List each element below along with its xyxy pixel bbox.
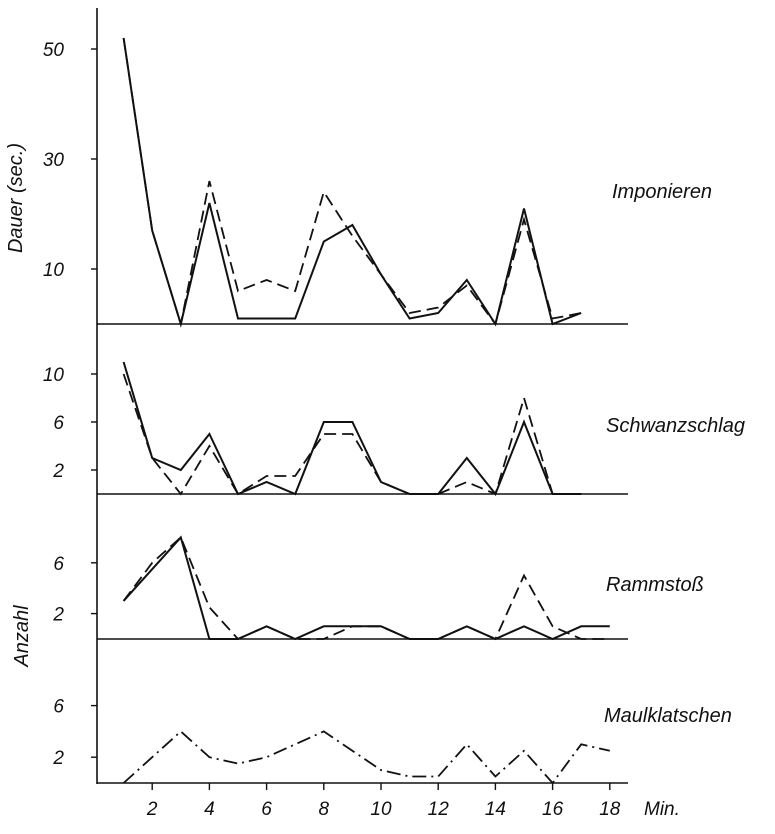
panel-3: 2 6 Rammstoß — [52, 535, 704, 641]
panel-4-ytick-label: 6 — [53, 697, 64, 718]
panel-1-label: Imponieren — [612, 181, 712, 203]
x-tick-label: 12 — [428, 799, 450, 820]
y-axis-title-bottom: Anzahl — [11, 605, 33, 668]
panels-layer: 10 30 50 Imponieren 2 6 10 Schwanzschlag 2 6 Ramms… — [43, 37, 745, 785]
panel-3-series-dashed-line — [122, 535, 610, 641]
panel-2-label: Schwanzschlag — [606, 415, 745, 437]
x-tick-label: 10 — [370, 799, 392, 820]
panel-2-series-solid-line — [122, 361, 582, 496]
panel-2-ytick-label: 6 — [53, 413, 64, 434]
panel-1-ytick-label: 10 — [43, 260, 65, 281]
panel-2-ytick-label: 10 — [43, 365, 65, 386]
panel-3-series-solid-line — [122, 535, 610, 641]
x-tick-label: 4 — [204, 799, 215, 820]
panel-4: 2 6 Maulklatschen — [52, 697, 732, 785]
panel-2-series-dashed-line — [122, 373, 582, 496]
panel-3-ytick-label: 2 — [52, 605, 64, 626]
x-axis-unit-label: Min. — [644, 799, 680, 820]
x-tick-label: 14 — [485, 799, 506, 820]
panel-4-ytick-label: 2 — [52, 748, 64, 769]
x-tick-label: 18 — [599, 799, 621, 820]
panel-1-series-solid-line — [122, 37, 582, 328]
panel-3-label: Rammstoß — [606, 574, 704, 596]
x-axis-layer: 2 4 6 8 10 12 14 16 18 Min. — [146, 783, 680, 820]
x-tick-label: 2 — [146, 799, 158, 820]
panel-3-ytick-label: 6 — [53, 554, 64, 575]
panel-1-ytick-label: 50 — [43, 40, 65, 61]
panel-2: 2 6 10 Schwanzschlag — [43, 361, 745, 496]
y-axis-title-top: Dauer (sec.) — [5, 143, 27, 253]
x-tick-label: 8 — [319, 799, 330, 820]
panel-4-label: Maulklatschen — [604, 705, 732, 727]
panel-4-series-dashdot-line — [122, 730, 610, 785]
panel-2-ytick-label: 2 — [52, 461, 64, 482]
x-tick-label: 16 — [542, 799, 564, 820]
x-tick-label: 6 — [261, 799, 272, 820]
panel-1: 10 30 50 Imponieren — [43, 37, 712, 328]
panel-1-series-dashed-line — [122, 37, 582, 327]
panel-1-ytick-label: 30 — [43, 150, 65, 171]
